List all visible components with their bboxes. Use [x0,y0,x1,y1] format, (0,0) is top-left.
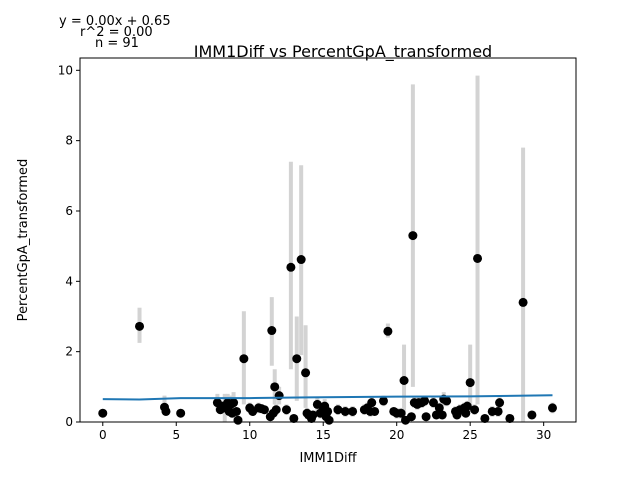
data-point [408,231,418,241]
fit-line [102,394,553,401]
data-point [428,398,438,408]
y-axis-ticks: 0 2 4 6 8 10 [58,63,80,429]
y-tick-label: 10 [58,63,73,77]
data-point [434,403,444,413]
y-axis-label: PercentGpA_transformed [16,159,31,322]
data-point [98,408,108,418]
data-point [480,413,490,423]
data-point [292,354,302,364]
data-point [495,398,505,408]
data-point [392,408,402,418]
data-point [161,406,171,416]
data-point [527,410,537,420]
x-tick-label: 5 [172,428,180,442]
data-point [505,413,515,423]
data-point [333,405,343,415]
data-point [239,354,249,364]
r-squared-label: r^2 = 0.00 [80,25,153,40]
data-point [254,403,264,413]
data-point [281,405,291,415]
y-tick-label: 6 [65,204,73,218]
x-tick-label: 25 [463,428,478,442]
y-tick-label: 8 [65,134,73,148]
data-point [218,401,228,411]
data-point [470,405,480,415]
y-tick-label: 0 [65,415,73,429]
data-point [304,410,314,420]
x-tick-label: 20 [389,428,404,442]
data-point [442,396,452,406]
data-point [437,410,447,420]
data-point [399,376,409,386]
data-point [135,321,145,331]
y-tick-label: 4 [65,274,73,288]
y-tick-label: 2 [65,345,73,359]
data-point [267,326,277,336]
data-point [461,408,471,418]
data-point [547,403,557,413]
data-point [420,396,430,406]
data-point [324,415,334,425]
x-tick-label: 0 [99,428,107,442]
data-point [493,406,503,416]
x-axis-label: IMM1Diff [299,451,357,466]
data-points [98,231,557,425]
plot-area [98,75,557,425]
data-point [473,253,483,263]
data-point [232,406,242,416]
data-point [233,415,243,425]
sample-size-label: n = 91 [95,36,139,51]
data-point [286,262,296,272]
data-point [406,412,416,422]
x-tick-label: 15 [316,428,331,442]
data-point [367,398,377,408]
axes-frame [79,57,577,423]
x-axis-ticks: 0 5 10 15 20 25 30 [99,422,551,442]
data-point [518,297,528,307]
data-point [383,326,393,336]
data-point [289,413,299,423]
data-point [462,401,472,411]
regression-equation: y = 0.00x + 0.65 [59,14,171,29]
chart-title: IMM1Diff vs PercentGpA_transformed [194,42,492,62]
data-point [312,399,322,409]
data-point [370,406,380,416]
data-point [296,255,306,265]
data-point [323,406,333,416]
data-point [301,368,311,378]
data-point [229,398,239,408]
x-tick-label: 10 [242,428,257,442]
x-tick-label: 30 [536,428,551,442]
data-point [176,408,186,418]
data-point [465,378,475,388]
data-point [340,406,350,416]
data-point [270,382,280,392]
data-point [274,391,284,401]
data-point [378,396,388,406]
data-point [348,406,358,416]
data-point [421,412,431,422]
data-point [271,405,281,415]
